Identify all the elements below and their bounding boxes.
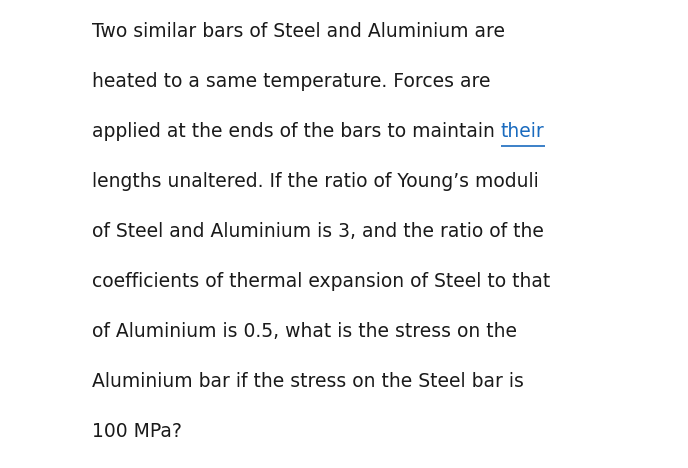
Text: 100 MPa?: 100 MPa? — [92, 422, 182, 441]
Text: applied at the ends of the bars to maintain ​: applied at the ends of the bars to maint… — [92, 122, 501, 141]
Text: of Aluminium is 0.5, what is the stress on the: of Aluminium is 0.5, what is the stress … — [92, 322, 517, 341]
Text: heated to a same temperature. Forces are: heated to a same temperature. Forces are — [92, 72, 491, 91]
Text: coefficients of thermal expansion of Steel to that: coefficients of thermal expansion of Ste… — [92, 272, 550, 291]
Text: of Steel and Aluminium is 3, and the ratio of the: of Steel and Aluminium is 3, and the rat… — [92, 222, 544, 241]
Text: lengths unaltered. If the ratio of Young’s moduli: lengths unaltered. If the ratio of Young… — [92, 172, 539, 191]
Text: Aluminium bar if the stress on the Steel bar is: Aluminium bar if the stress on the Steel… — [92, 372, 524, 391]
Text: their: their — [501, 122, 545, 141]
Text: Two similar bars of Steel and Aluminium are: Two similar bars of Steel and Aluminium … — [92, 22, 505, 41]
